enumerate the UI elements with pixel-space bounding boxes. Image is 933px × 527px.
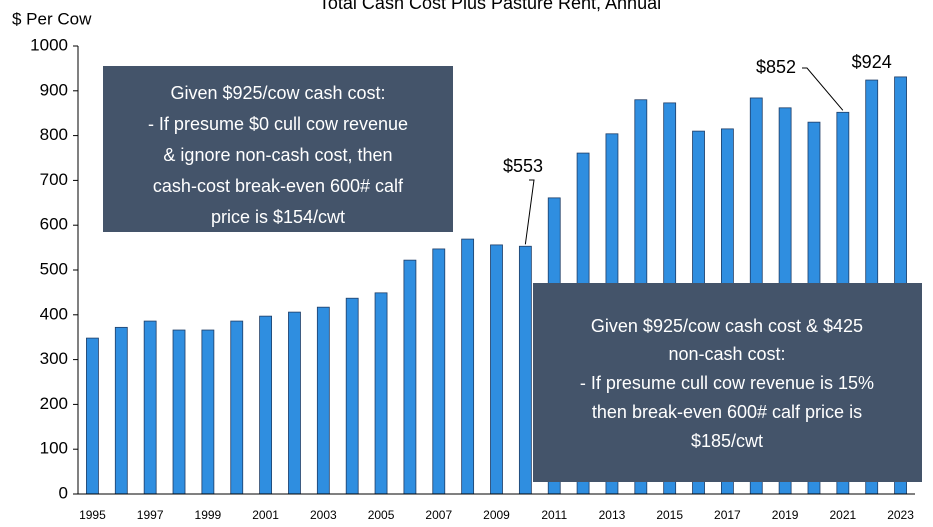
leader-line xyxy=(524,179,535,245)
bar xyxy=(316,306,330,495)
bar xyxy=(172,329,186,495)
y-tick-label: 700 xyxy=(40,170,68,189)
bar xyxy=(374,292,388,495)
annotation-background xyxy=(103,66,453,232)
x-tick-label: 2017 xyxy=(714,508,741,522)
data-label: $924 xyxy=(852,52,892,72)
bar xyxy=(403,259,417,495)
annotation-line: then break-even 600# calf price is xyxy=(592,402,862,422)
x-tick-label: 2005 xyxy=(368,508,395,522)
x-tick-label: 2001 xyxy=(252,508,279,522)
bar xyxy=(432,248,446,495)
x-tick-label: 1999 xyxy=(195,508,222,522)
x-tick-label: 1997 xyxy=(137,508,164,522)
y-tick-label: 500 xyxy=(40,259,68,278)
bar xyxy=(86,337,99,495)
annotation-box: Given $925/cow cash cost: - If presume $… xyxy=(103,66,453,232)
annotation-line: - If presume cull cow revenue is 15% xyxy=(580,373,874,393)
x-tick-label: 2023 xyxy=(887,508,914,522)
annotation-line: - If presume $0 cull cow revenue xyxy=(148,114,408,134)
y-axis-label: $ Per Cow xyxy=(12,9,92,28)
data-label: $852 xyxy=(756,57,796,77)
annotation-box: Given $925/cow cash cost & $425 non-cash… xyxy=(533,283,922,482)
y-tick-label: 800 xyxy=(40,125,68,144)
x-tick-label: 2007 xyxy=(425,508,452,522)
annotation-line: & ignore non-cash cost, then xyxy=(163,145,392,165)
x-tick-label: 2011 xyxy=(541,508,567,522)
x-tick-label: 2019 xyxy=(772,508,799,522)
y-tick-label: 200 xyxy=(40,394,68,413)
bar xyxy=(490,244,503,495)
bar xyxy=(114,326,128,495)
bar xyxy=(288,311,301,495)
x-tick-label: 2003 xyxy=(310,508,337,522)
annotation-background xyxy=(533,283,922,482)
bar xyxy=(518,245,532,495)
leader-line xyxy=(802,67,844,111)
x-tick-label: 2013 xyxy=(599,508,626,522)
bar xyxy=(143,320,157,495)
y-tick-label: 0 xyxy=(59,483,68,502)
y-tick-label: 600 xyxy=(40,215,68,234)
bar xyxy=(201,329,215,495)
annotation-line: Given $925/cow cash cost: xyxy=(170,83,385,103)
bar xyxy=(461,238,475,495)
x-tick-label: 2015 xyxy=(656,508,683,522)
x-tick-label: 2009 xyxy=(483,508,510,522)
y-tick-label: 400 xyxy=(40,304,68,323)
y-tick-label: 1000 xyxy=(30,35,68,54)
chart-title: Total Cash Cost Plus Pasture Rent, Annua… xyxy=(319,0,661,13)
x-tick-label: 1995 xyxy=(79,508,106,522)
annotation-line: price is $154/cwt xyxy=(211,207,345,227)
bar xyxy=(230,320,244,495)
bar xyxy=(345,297,359,495)
annotation-line: non-cash cost: xyxy=(668,344,785,364)
annotation-line: cash-cost break-even 600# calf xyxy=(153,176,404,196)
bar xyxy=(259,315,273,495)
x-tick-label: 2021 xyxy=(829,508,856,522)
annotation-line: $185/cwt xyxy=(691,431,763,451)
data-label: $553 xyxy=(503,156,543,176)
y-tick-label: 300 xyxy=(40,349,68,368)
y-tick-label: 100 xyxy=(40,439,68,458)
y-tick-label: 900 xyxy=(40,80,68,99)
annotation-line: Given $925/cow cash cost & $425 xyxy=(591,316,863,336)
